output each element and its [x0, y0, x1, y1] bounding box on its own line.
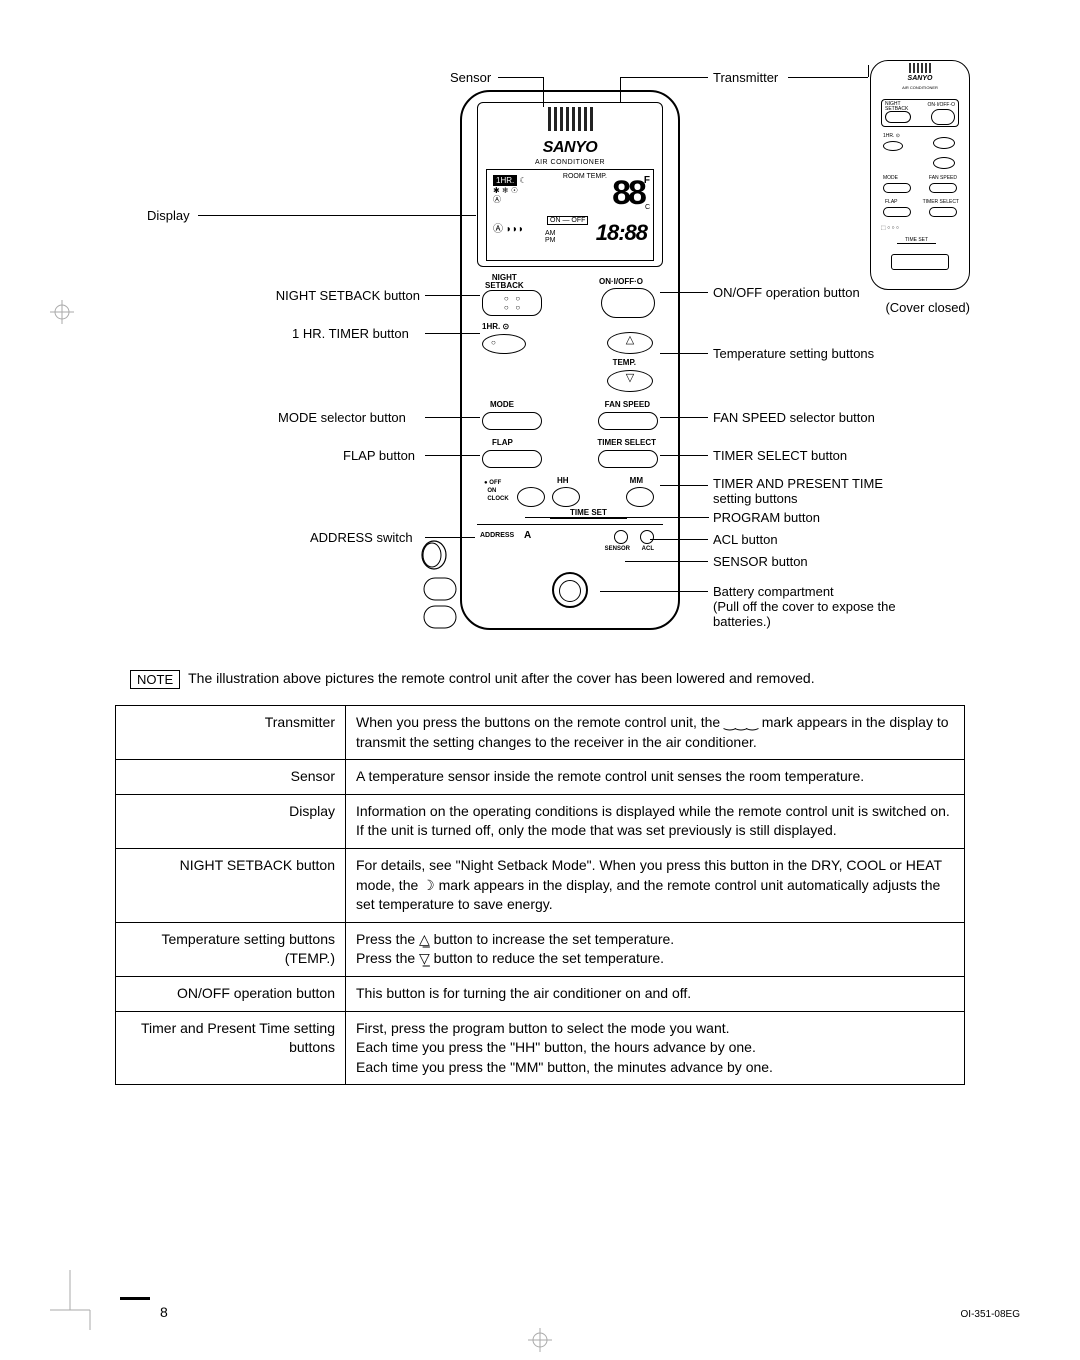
remote-large: SANYO AIR CONDITIONER 1HR. ☾ ✱ ❄ ☉ Ⓐ ROO…: [460, 90, 680, 630]
small-sub: AIR CONDITIONER: [871, 85, 969, 90]
battery-callout: Battery compartment(Pull off the cover t…: [713, 584, 896, 629]
brand-logo: SANYO: [478, 139, 662, 157]
flap-callout: FLAP button: [343, 448, 415, 463]
table-value: For details, see "Night Setback Mode". W…: [346, 848, 965, 922]
table-value: This button is for turning the air condi…: [346, 976, 965, 1011]
note-block: NOTE The illustration above pictures the…: [130, 670, 950, 689]
page-number: 8: [160, 1304, 168, 1320]
flap-label: FLAP: [492, 438, 513, 447]
lcd-fan-icon: Ⓐ ◗◗◗: [493, 220, 524, 235]
program-callout: PROGRAM button: [713, 510, 820, 525]
address-value: A: [524, 530, 531, 541]
battery-screw: [552, 572, 588, 608]
timerselect-button[interactable]: [598, 450, 658, 468]
lcd-ampm: AMPM: [545, 230, 556, 244]
hr-label: 1HR. ⊙: [482, 322, 509, 331]
onoff-button[interactable]: [601, 288, 655, 318]
hh-button[interactable]: [552, 487, 580, 507]
transmitter-callout: Transmitter: [713, 70, 778, 85]
hr-timer-callout: 1 HR. TIMER button: [292, 326, 409, 341]
temp-up-button[interactable]: △: [607, 332, 653, 354]
prog-switch-label: ● OFF ON CLOCK: [484, 480, 509, 503]
battery-icon: [420, 574, 460, 632]
hh-label: HH: [557, 476, 569, 485]
table-value: First, press the program button to selec…: [346, 1011, 965, 1085]
table-key: Temperature setting buttons (TEMP.): [116, 922, 346, 976]
display-callout: Display: [147, 208, 190, 223]
acl-button[interactable]: [640, 530, 654, 544]
fanspeed-callout: FAN SPEED selector button: [713, 410, 875, 425]
table-key: Display: [116, 794, 346, 848]
sensorbtn-callout: SENSOR button: [713, 554, 808, 569]
lcd-temp: 88F: [612, 176, 647, 210]
temp-down-button[interactable]: ▽: [607, 370, 653, 392]
table-key: NIGHT SETBACK button: [116, 848, 346, 922]
lcd-icons: 1HR. ☾ ✱ ❄ ☉ Ⓐ: [493, 176, 527, 205]
acl-label: ACL: [642, 546, 654, 552]
lcd-display: 1HR. ☾ ✱ ❄ ☉ Ⓐ ROOM TEMP. 88F C ON — OFF…: [486, 169, 654, 261]
lcd-c: C: [645, 204, 650, 211]
small-brand: SANYO: [871, 75, 969, 82]
address-callout: ADDRESS switch: [310, 530, 413, 545]
table-value: When you press the buttons on the remote…: [346, 706, 965, 760]
table-key: Sensor: [116, 760, 346, 795]
night-setback-label: NIGHTSETBACK: [485, 274, 524, 290]
sensor-label: SENSOR: [605, 546, 630, 552]
temp-callout: Temperature setting buttons: [713, 346, 874, 361]
note-text: The illustration above pictures the remo…: [188, 670, 950, 689]
night-setback-button[interactable]: ○ ○○ ○: [482, 290, 542, 316]
remote-diagram: SANYO AIR CONDITIONER 1HR. ☾ ✱ ❄ ☉ Ⓐ ROO…: [80, 40, 1000, 660]
mm-button[interactable]: [626, 487, 654, 507]
sensor-callout: Sensor: [450, 70, 491, 85]
mode-callout: MODE selector button: [278, 410, 406, 425]
timepresent-callout: TIMER AND PRESENT TIMEsetting buttons: [713, 476, 883, 506]
fanspeed-button[interactable]: [598, 412, 658, 430]
remote-small: SANYO AIR CONDITIONER NIGHTSETBACK ON·I/…: [870, 60, 970, 290]
function-table: TransmitterWhen you press the buttons on…: [115, 705, 965, 1085]
timerselect-label: TIMER SELECT: [597, 438, 656, 447]
sensor-button[interactable]: [614, 530, 628, 544]
sensor-grill: [540, 107, 600, 131]
mode-button[interactable]: [482, 412, 542, 430]
program-button[interactable]: [517, 487, 545, 507]
table-value: A temperature sensor inside the remote c…: [346, 760, 965, 795]
flap-button[interactable]: [482, 450, 542, 468]
table-key: Transmitter: [116, 706, 346, 760]
table-value: Information on the operating conditions …: [346, 794, 965, 848]
coin-icon: [420, 540, 450, 570]
table-key: Timer and Present Time setting buttons: [116, 1011, 346, 1085]
onoff-label: ON·I/OFF·O: [599, 277, 643, 286]
mode-label: MODE: [490, 400, 514, 409]
display-area: SANYO AIR CONDITIONER 1HR. ☾ ✱ ❄ ☉ Ⓐ ROO…: [477, 102, 663, 267]
address-label: ADDRESS: [480, 532, 514, 539]
table-value: Press the △̲ button to increase the set …: [346, 922, 965, 976]
lcd-roomtemp-label: ROOM TEMP.: [563, 173, 607, 180]
brand-sub: AIR CONDITIONER: [478, 159, 662, 166]
lcd-clock: 18:88: [596, 222, 647, 244]
lcd-onoff-indicator: ON — OFF: [547, 216, 588, 225]
mm-label: MM: [630, 476, 643, 485]
night-setback-callout: NIGHT SETBACK button: [260, 288, 420, 303]
note-label: NOTE: [130, 670, 180, 689]
temp-label: TEMP.: [613, 358, 636, 367]
acl-callout: ACL button: [713, 532, 778, 547]
fanspeed-label: FAN SPEED: [605, 400, 650, 409]
hr-timer-button[interactable]: ○: [482, 334, 526, 354]
table-key: ON/OFF operation button: [116, 976, 346, 1011]
onoff-callout: ON/OFF operation button: [713, 285, 860, 300]
doc-code: OI-351-08EG: [961, 1309, 1020, 1320]
timerselect-callout: TIMER SELECT button: [713, 448, 847, 463]
cover-closed-label: (Cover closed): [885, 300, 970, 315]
